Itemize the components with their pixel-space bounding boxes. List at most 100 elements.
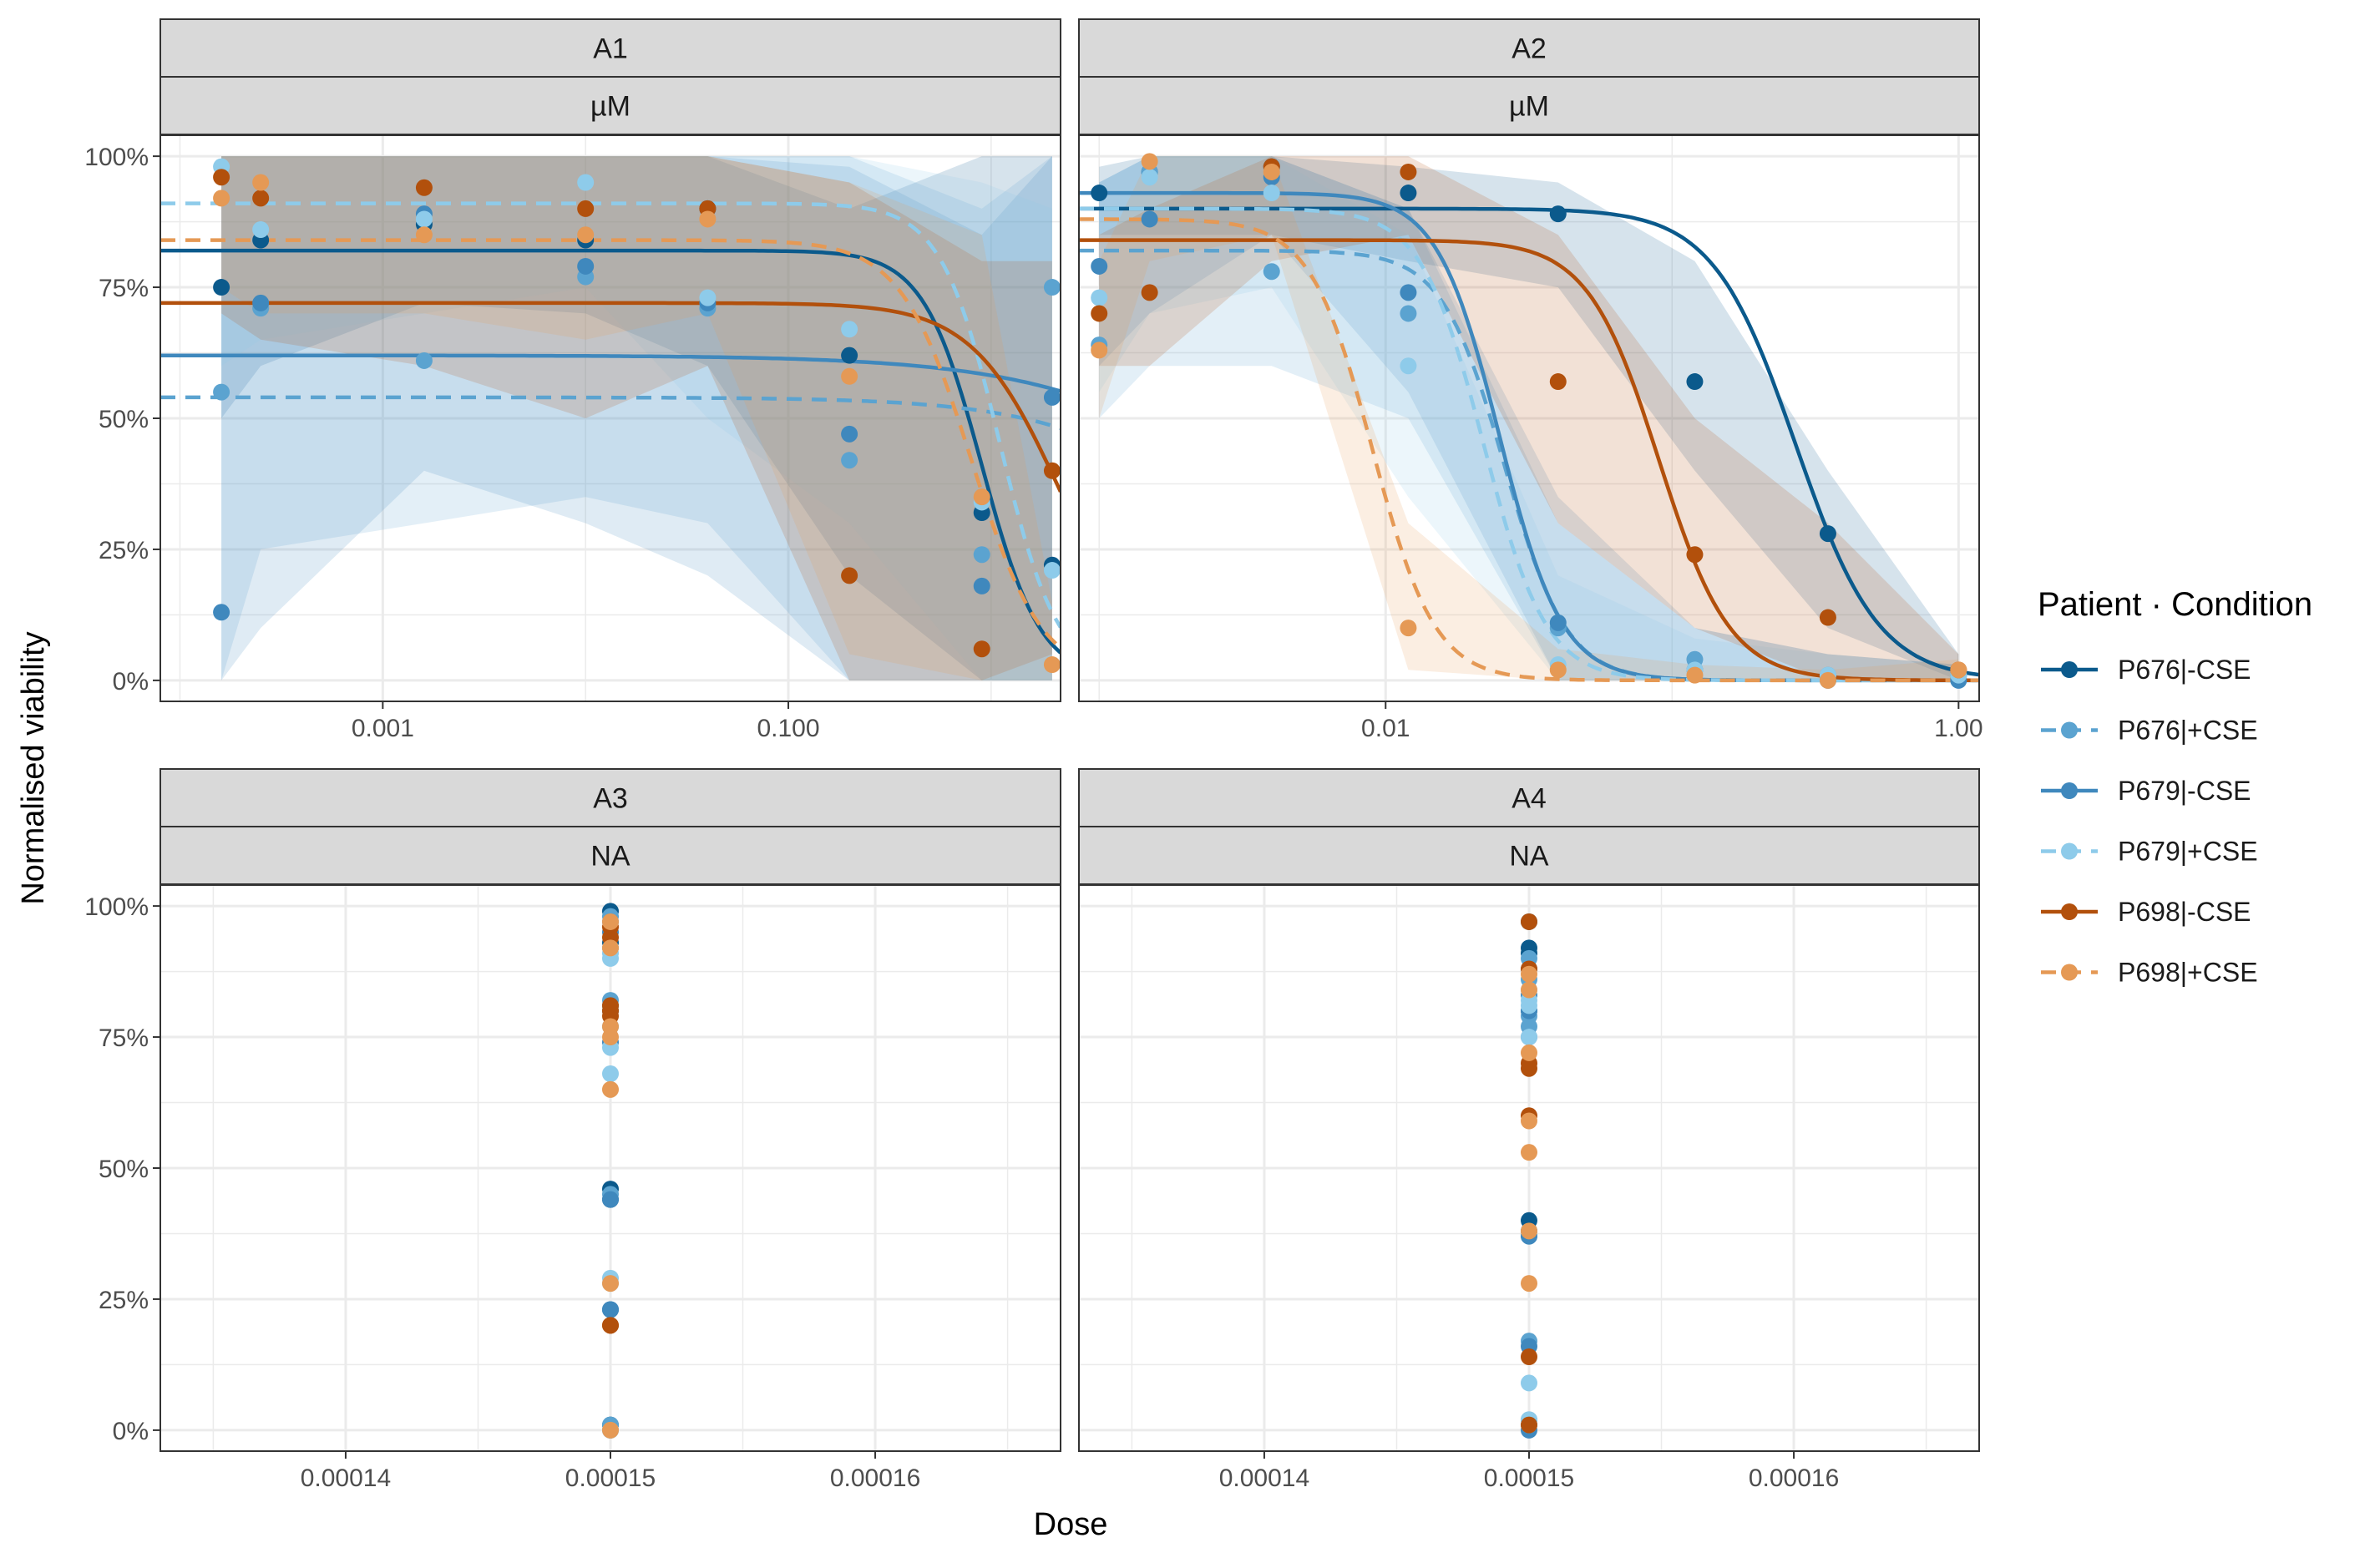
data-point-p698--cse <box>415 179 433 196</box>
data-point-p676-pluscse <box>1400 305 1417 322</box>
data-point-p698--cse <box>602 1317 619 1334</box>
ribbon-p676-pluscse <box>221 156 1052 680</box>
data-point-p698-pluscse <box>602 1080 619 1098</box>
fit-curve-p676--cse <box>160 248 1061 655</box>
data-point-p698-pluscse <box>1521 1275 1537 1292</box>
strip-top-background <box>1078 18 1980 78</box>
legend-key-point <box>2061 842 2078 860</box>
data-point-p698-pluscse <box>1141 153 1158 170</box>
data-layer <box>602 903 619 1439</box>
data-point-p698--cse <box>252 190 270 207</box>
data-point-p676-pluscse <box>415 352 433 369</box>
data-point-p676--cse <box>1549 205 1567 223</box>
data-point-p698-pluscse <box>1686 666 1704 684</box>
data-point-p698-pluscse <box>1521 981 1537 999</box>
data-point-p698--cse <box>1521 1060 1537 1077</box>
data-point-p698-pluscse <box>699 210 717 228</box>
data-point-p698-pluscse <box>1521 1044 1537 1061</box>
x-tick-label: 0.00015 <box>565 1464 656 1492</box>
data-point-p698-pluscse <box>973 488 990 506</box>
legend-key-point <box>2061 782 2078 799</box>
data-point-p676-pluscse <box>213 383 230 401</box>
data-point-p679--cse <box>1043 388 1061 406</box>
data-point-p676--cse <box>1400 185 1417 202</box>
data-point-p676--cse <box>841 347 858 364</box>
x-tick-label: 0.01 <box>1361 715 1410 742</box>
x-tick-label: 0.00016 <box>1749 1464 1839 1492</box>
data-point-p679-pluscse <box>1043 562 1061 579</box>
data-point-p698--cse <box>213 169 230 186</box>
x-tick-label: 0.00015 <box>1484 1464 1574 1492</box>
legend-label: P676|-CSE <box>2118 655 2251 685</box>
strip-top-label: A1 <box>593 33 628 65</box>
data-point-p698-pluscse <box>1043 656 1061 674</box>
strip-top-label: A2 <box>1512 33 1547 65</box>
data-point-p676--cse <box>1091 185 1108 202</box>
data-point-p698-pluscse <box>1521 1222 1537 1240</box>
data-point-p679-pluscse <box>1521 1029 1537 1046</box>
panel-a1: A1 µM 0% 25% 50% 75% 100% 0.001 0.100 <box>84 18 1061 742</box>
legend-item-p679--cse: P679|-CSE <box>2041 776 2251 806</box>
data-point-p676--cse <box>1819 525 1836 543</box>
data-point-p698-pluscse <box>1819 671 1836 689</box>
data-point-p698-pluscse <box>1950 661 1967 679</box>
data-point-p679--cse <box>1091 257 1108 275</box>
data-point-p698--cse <box>1043 462 1061 479</box>
strip-bottom-background <box>160 826 1061 885</box>
data-point-p698-pluscse <box>602 1275 619 1292</box>
legend-item-p679-pluscse: P679|+CSE <box>2041 837 2258 867</box>
legend-label: P679|+CSE <box>2118 837 2258 867</box>
strip-bottom-label: NA <box>1509 841 1549 873</box>
data-point-p676--cse <box>1686 373 1704 391</box>
data-point-p698-pluscse <box>1263 163 1280 180</box>
legend-label: P698|+CSE <box>2118 958 2258 988</box>
data-point-p679-pluscse <box>577 174 595 191</box>
facet-panels: A1 µM 0% 25% 50% 75% 100% 0.001 0.100 A2 µM 0.01 1.0… <box>84 18 1983 1492</box>
legend-item-p698--cse: P698|-CSE <box>2041 897 2251 927</box>
ribbon-p698-pluscse <box>1099 156 1959 680</box>
data-point-p698-pluscse <box>1521 965 1537 983</box>
data-point-p698-pluscse <box>415 226 433 244</box>
panel-a3: A3 NA 0% 25% 50% 75% 100% 0.00014 0.00015 0.00016 <box>84 768 1061 1492</box>
legend-label: P676|+CSE <box>2118 716 2258 746</box>
legend-items: P676|-CSE P676|+CSE P679|-CSE P679|+CSE P698… <box>2041 655 2258 988</box>
data-point-p698-pluscse <box>252 174 270 191</box>
data-point-p698--cse <box>1819 609 1836 626</box>
data-point-p698-pluscse <box>1549 661 1567 679</box>
y-tick-label: 0% <box>113 1418 149 1445</box>
y-tick-label: 75% <box>99 1024 149 1052</box>
strip-bottom-background <box>1078 76 1980 135</box>
data-point-p679--cse <box>252 294 270 311</box>
strip-bottom-label: NA <box>590 841 630 873</box>
data-point-p679-pluscse <box>1521 997 1537 1014</box>
data-point-p676-pluscse <box>973 546 990 564</box>
data-layer <box>1079 153 1979 689</box>
data-point-p679-pluscse <box>699 289 717 306</box>
data-point-p676-pluscse <box>1263 263 1280 281</box>
fit-curve-p679-pluscse <box>1079 206 1979 683</box>
y-tick-label: 75% <box>99 275 149 302</box>
x-tick-label: 0.00014 <box>1219 1464 1309 1492</box>
grid <box>1079 135 1979 701</box>
strip-bottom-label: µM <box>1509 91 1549 123</box>
fit-curve-p679--cse <box>160 353 1061 393</box>
ribbon-p698-pluscse <box>221 156 1052 680</box>
strip-top-label: A4 <box>1512 783 1547 815</box>
fit-curve-p679-pluscse <box>160 201 1061 629</box>
data-point-p679--cse <box>1549 614 1567 631</box>
x-tick-label: 1.00 <box>1934 715 1982 742</box>
data-layer <box>160 156 1061 680</box>
legend-label: P679|-CSE <box>2118 776 2251 806</box>
ribbon-p698--cse <box>1099 156 1959 680</box>
data-point-p698--cse <box>841 567 858 584</box>
data-point-p676-pluscse <box>841 452 858 469</box>
data-point-p676--cse <box>213 279 230 296</box>
data-point-p679--cse <box>1141 210 1158 228</box>
ribbon-p698--cse <box>221 156 1052 680</box>
grid <box>160 135 1061 701</box>
data-point-p679-pluscse <box>252 221 270 238</box>
legend-item-p676--cse: P676|-CSE <box>2041 655 2251 685</box>
data-point-p679-pluscse <box>841 321 858 338</box>
data-point-p698-pluscse <box>213 190 230 207</box>
